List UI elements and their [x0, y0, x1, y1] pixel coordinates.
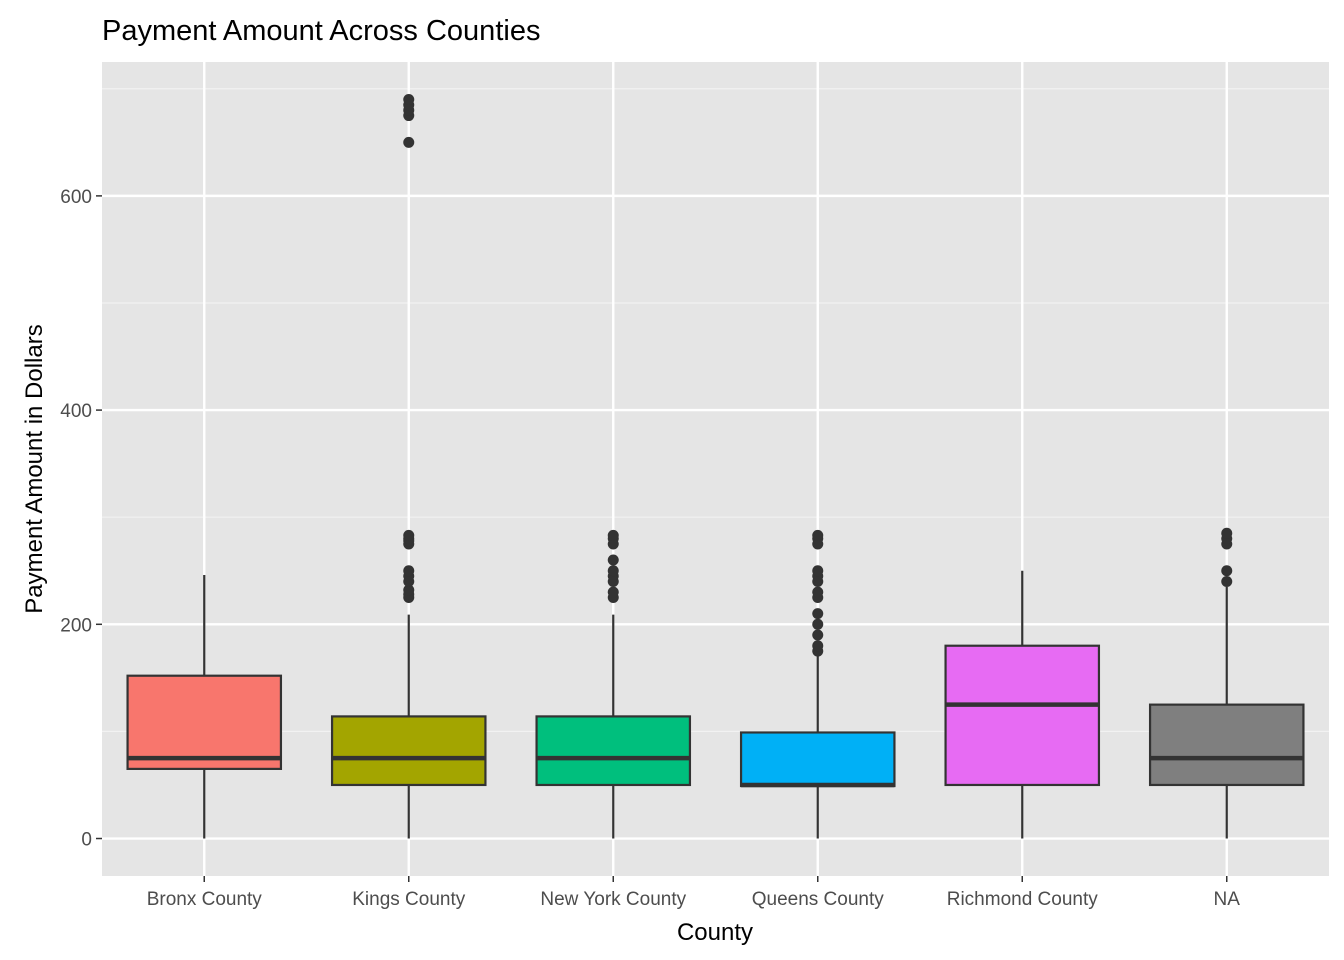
- outlier-point: [812, 618, 824, 630]
- outlier-point: [812, 529, 824, 541]
- outlier-point: [812, 586, 824, 598]
- outlier-point: [1221, 575, 1233, 587]
- box-na: [1148, 703, 1305, 787]
- x-tick-label: NA: [1214, 889, 1241, 910]
- y-tick-label: 200: [60, 615, 92, 636]
- x-axis-title: County: [677, 919, 753, 946]
- outlier-point: [812, 640, 824, 652]
- outlier-point: [812, 565, 824, 577]
- outlier-point: [812, 629, 824, 641]
- outlier-point: [812, 608, 824, 620]
- x-tick-label: Kings County: [352, 889, 466, 910]
- outlier-point: [403, 93, 415, 105]
- chart-title: Payment Amount Across Counties: [102, 15, 540, 47]
- x-tick-label: Richmond County: [947, 889, 1099, 910]
- x-tick-label: Bronx County: [147, 889, 263, 910]
- box-kings-county: [330, 715, 487, 787]
- box-queens-county: [739, 731, 896, 788]
- y-tick-label: 400: [60, 401, 92, 422]
- y-tick-label: 0: [81, 830, 92, 851]
- outlier-point: [403, 565, 415, 577]
- box-new-york-county: [535, 715, 692, 787]
- outlier-point: [607, 586, 619, 598]
- outlier-point: [607, 554, 619, 566]
- box-richmond-county: [944, 644, 1101, 787]
- y-axis-title: Payment Amount in Dollars: [21, 324, 48, 613]
- box-bronx-county: [126, 674, 283, 770]
- outlier-point: [607, 529, 619, 541]
- x-tick-label: New York County: [540, 889, 686, 910]
- outlier-point: [1221, 565, 1233, 577]
- outlier-point: [607, 565, 619, 577]
- outlier-point: [1221, 527, 1233, 539]
- outlier-point: [403, 529, 415, 541]
- outlier-point: [403, 584, 415, 596]
- x-tick-label: Queens County: [752, 889, 885, 910]
- plot-panel: [102, 62, 1329, 876]
- y-tick-label: 600: [60, 187, 92, 208]
- outlier-point: [403, 136, 415, 148]
